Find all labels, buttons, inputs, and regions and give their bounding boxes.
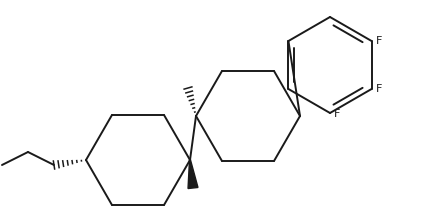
Text: F: F — [376, 36, 382, 46]
Text: F: F — [376, 84, 382, 94]
Text: F: F — [334, 109, 340, 119]
Polygon shape — [188, 160, 198, 189]
